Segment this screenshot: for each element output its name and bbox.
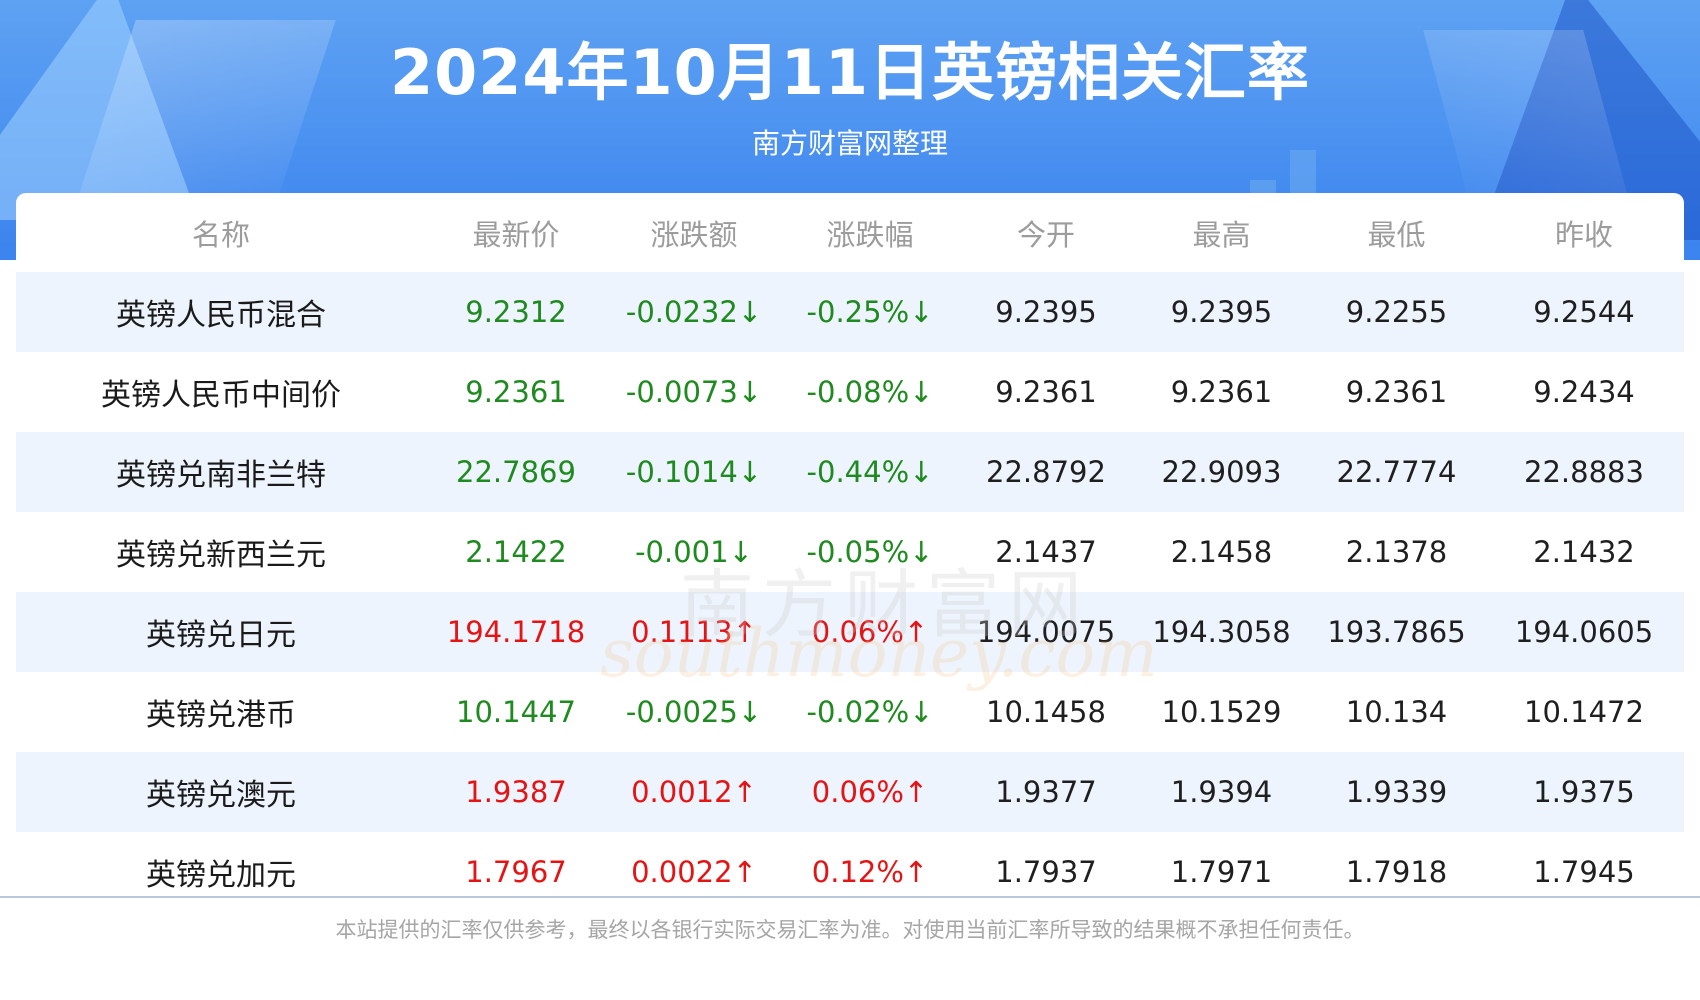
cell-prev-close: 1.9375 (1484, 752, 1684, 832)
column-header: 昨收 (1554, 217, 1613, 252)
cell-low: 10.134 (1345, 695, 1448, 729)
cell-low: 1.7918 (1345, 855, 1448, 889)
column-header: 最高 (1192, 217, 1251, 252)
cell-change: 0.0022↑ (631, 855, 757, 889)
cell-change: -0.1014↓ (606, 432, 782, 512)
cell-name: 英镑人民币混合 (16, 272, 426, 352)
cell-name: 英镑兑港币 (146, 698, 296, 733)
cell-name: 英镑兑新西兰元 (116, 538, 326, 573)
column-header: 涨跌额 (650, 217, 738, 252)
cell-change-pct: 0.06%↑ (782, 752, 958, 832)
table-body: 英镑人民币混合 9.2312 -0.0232↓ -0.25%↓ 9.2395 9.2395… (16, 272, 1684, 912)
table-row: 英镑人民币混合 9.2312 -0.0232↓ -0.25%↓ 9.2395 9.2395… (16, 272, 1684, 352)
column-header: 名称 (191, 217, 250, 252)
cell-latest-price: 9.2312 (426, 272, 606, 352)
cell-open: 194.0075 (958, 592, 1134, 672)
cell-high: 9.2361 (1170, 375, 1273, 409)
cell-name: 英镑兑日元 (16, 592, 426, 672)
cell-change-pct: 0.12%↑ (811, 855, 929, 889)
cell-name: 英镑兑南非兰特 (16, 432, 426, 512)
cell-high: 9.2395 (1134, 272, 1309, 352)
divider (0, 896, 1700, 898)
cell-prev-close: 10.1472 (1524, 695, 1644, 729)
column-header: 最新价 (472, 217, 560, 252)
disclaimer-text: 本站提供的汇率仅供参考，最终以各银行实际交易汇率为准。对使用当前汇率所导致的结果… (335, 918, 1365, 942)
cell-name: 英镑兑加元 (146, 858, 296, 893)
cell-low: 9.2361 (1345, 375, 1448, 409)
cell-open: 10.1458 (986, 695, 1106, 729)
cell-change-pct: -0.08%↓ (806, 375, 934, 409)
cell-open: 22.8792 (958, 432, 1134, 512)
cell-low: 22.7774 (1309, 432, 1484, 512)
cell-latest-price: 9.2361 (465, 375, 567, 409)
column-header: 最低 (1367, 217, 1426, 252)
cell-latest-price: 1.7967 (465, 855, 567, 889)
table-row: 英镑人民币中间价 9.2361 -0.0073↓ -0.08%↓ 9.2361 9.236… (16, 352, 1684, 432)
column-header: 涨跌幅 (826, 217, 914, 252)
cell-name: 英镑人民币中间价 (101, 378, 341, 413)
cell-change-pct: -0.25%↓ (782, 272, 958, 352)
cell-open: 2.1437 (995, 535, 1097, 569)
cell-high: 1.7971 (1170, 855, 1273, 889)
table-row: 英镑兑新西兰元 2.1422 -0.001↓ -0.05%↓ 2.1437 2.1458 2… (16, 512, 1684, 592)
cell-open: 1.7937 (995, 855, 1097, 889)
cell-latest-price: 2.1422 (465, 535, 567, 569)
page-title: 2024年10月11日英镑相关汇率 (389, 36, 1311, 109)
cell-prev-close: 194.0605 (1484, 592, 1684, 672)
cell-change-pct: 0.06%↑ (782, 592, 958, 672)
cell-prev-close: 1.7945 (1533, 855, 1635, 889)
cell-high: 10.1529 (1161, 695, 1282, 729)
cell-open: 9.2361 (995, 375, 1097, 409)
cell-high: 1.9394 (1134, 752, 1309, 832)
cell-open: 9.2395 (958, 272, 1134, 352)
cell-name: 英镑兑澳元 (16, 752, 426, 832)
cell-prev-close: 9.2544 (1484, 272, 1684, 352)
cell-open: 1.9377 (958, 752, 1134, 832)
cell-high: 22.9093 (1134, 432, 1309, 512)
cell-change: -0.001↓ (635, 535, 753, 569)
cell-change-pct: -0.05%↓ (806, 535, 934, 569)
cell-change: -0.0025↓ (625, 695, 763, 729)
table-header-row: 名称 最新价 涨跌额 涨跌幅 今开 最高 最低 昨收 (16, 193, 1684, 272)
cell-low: 193.7865 (1309, 592, 1484, 672)
cell-change: 0.1113↑ (606, 592, 782, 672)
table-row: 英镑兑澳元 1.9387 0.0012↑ 0.06%↑ 1.9377 1.9394 1.93… (16, 752, 1684, 832)
cell-change: -0.0073↓ (625, 375, 763, 409)
cell-change-pct: -0.44%↓ (782, 432, 958, 512)
cell-prev-close: 2.1432 (1533, 535, 1635, 569)
cell-low: 9.2255 (1309, 272, 1484, 352)
cell-high: 194.3058 (1134, 592, 1309, 672)
cell-change: 0.0012↑ (606, 752, 782, 832)
cell-prev-close: 9.2434 (1533, 375, 1635, 409)
cell-low: 1.9339 (1309, 752, 1484, 832)
exchange-rate-table: 名称 最新价 涨跌额 涨跌幅 今开 最高 最低 昨收 英镑人民币混合 9.2312 -0.0232… (16, 193, 1684, 912)
table-row: 英镑兑加元 1.7967 0.0022↑ 0.12%↑ 1.7937 1.7971 1.79… (16, 832, 1684, 912)
table-row: 英镑兑港币 10.1447 -0.0025↓ -0.02%↓ 10.1458 10.152… (16, 672, 1684, 752)
table-row: 英镑兑南非兰特 22.7869 -0.1014↓ -0.44%↓ 22.8792 22.9… (16, 432, 1684, 512)
cell-high: 2.1458 (1170, 535, 1273, 569)
cell-prev-close: 22.8883 (1484, 432, 1684, 512)
cell-change: -0.0232↓ (606, 272, 782, 352)
table-row: 英镑兑日元 194.1718 0.1113↑ 0.06%↑ 194.0075 194.30… (16, 592, 1684, 672)
cell-latest-price: 194.1718 (426, 592, 606, 672)
cell-latest-price: 10.1447 (456, 695, 576, 729)
page-subtitle: 南方财富网整理 (751, 127, 948, 160)
cell-low: 2.1378 (1345, 535, 1448, 569)
column-header: 今开 (1016, 217, 1075, 252)
cell-latest-price: 1.9387 (426, 752, 606, 832)
cell-latest-price: 22.7869 (426, 432, 606, 512)
cell-change-pct: -0.02%↓ (806, 695, 934, 729)
